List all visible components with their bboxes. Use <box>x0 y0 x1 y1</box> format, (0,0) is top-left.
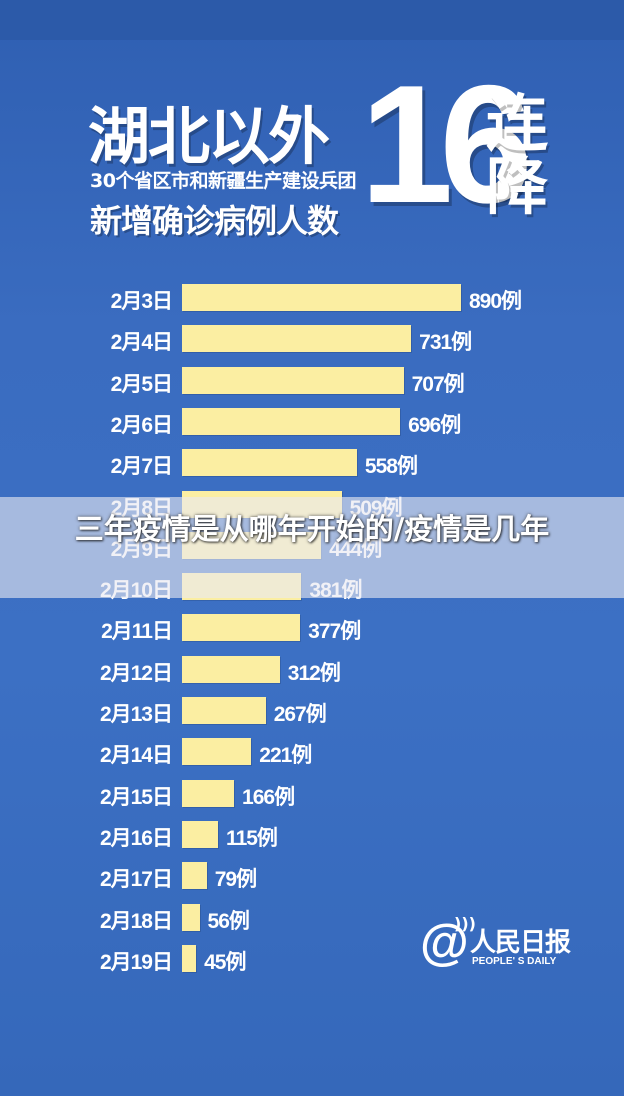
bar <box>182 697 266 724</box>
value-label: 267例 <box>273 703 327 726</box>
category-label: 2月18日 <box>99 909 173 933</box>
bar <box>182 284 461 311</box>
header-title: 湖北以外 <box>88 100 330 173</box>
value-label: 890例 <box>469 290 522 313</box>
logo-chinese-name: 人民日报 <box>470 928 571 958</box>
category-label: 2月4日 <box>110 331 173 355</box>
value-label: 312例 <box>287 661 341 685</box>
bar <box>182 449 357 477</box>
header-subtitle-line2: 新增确诊病例人数 <box>90 202 339 240</box>
overlay-title: 三年疫情是从哪年开始的/疫情是几年 <box>74 512 550 546</box>
category-label: 2月6日 <box>110 413 173 437</box>
peoples-daily-logo: @ ))) 人民日报 PEOPLE' S DAILY <box>420 914 590 974</box>
header-side-char-1: 连 <box>486 87 549 160</box>
category-label: 2月17日 <box>99 868 173 892</box>
at-sign-logo-icon: @ <box>420 914 469 970</box>
value-label: 377例 <box>308 620 361 644</box>
bar <box>182 366 404 394</box>
logo-english-name: PEOPLE' S DAILY <box>472 956 557 967</box>
value-label: 115例 <box>226 826 278 850</box>
bar <box>182 738 252 766</box>
value-label: 56例 <box>207 909 250 933</box>
category-label: 2月14日 <box>99 744 173 768</box>
value-label: 558例 <box>364 455 418 479</box>
value-label: 221例 <box>259 744 312 768</box>
value-label: 45例 <box>204 950 246 974</box>
category-label: 2月5日 <box>110 372 173 396</box>
bar <box>182 779 235 807</box>
value-label: 707例 <box>411 372 465 396</box>
bar <box>182 614 301 642</box>
title-overlay-band <box>0 497 624 598</box>
header-side-text: 连 降 <box>486 87 550 224</box>
bar <box>182 944 197 972</box>
category-label: 2月7日 <box>110 455 173 479</box>
bar <box>182 820 219 848</box>
category-label: 2月15日 <box>99 785 173 809</box>
value-label: 731例 <box>419 331 472 355</box>
category-label: 2月13日 <box>99 703 173 726</box>
category-label: 2月12日 <box>99 661 173 685</box>
header-subtitle-line1: 30个省区市和新疆生产建设兵团 <box>90 170 356 192</box>
bar <box>182 903 200 931</box>
category-label: 2月3日 <box>110 290 173 313</box>
category-label: 2月11日 <box>101 620 173 644</box>
bar <box>182 325 412 353</box>
bar <box>182 862 207 890</box>
header-side-char-2: 降 <box>486 150 549 224</box>
value-label: 696例 <box>408 413 461 437</box>
value-label: 79例 <box>214 868 257 892</box>
bar <box>182 655 280 683</box>
value-label: 166例 <box>242 785 295 809</box>
bar <box>182 407 401 435</box>
header-big-number: 16 <box>360 50 533 238</box>
category-label: 2月16日 <box>99 826 173 850</box>
signal-waves-icon: ))) <box>454 914 476 933</box>
category-label: 2月19日 <box>99 950 173 974</box>
top-band <box>0 0 624 40</box>
